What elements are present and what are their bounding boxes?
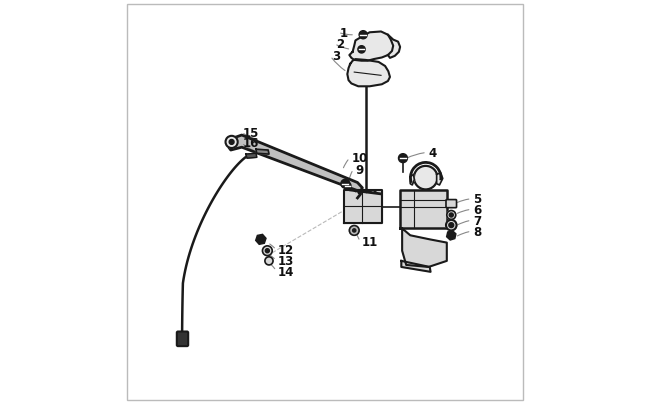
Polygon shape xyxy=(401,261,430,272)
Circle shape xyxy=(446,220,456,231)
Polygon shape xyxy=(349,32,393,62)
Polygon shape xyxy=(229,136,362,198)
Circle shape xyxy=(349,226,359,236)
Circle shape xyxy=(226,136,238,149)
Text: 14: 14 xyxy=(278,265,294,278)
Circle shape xyxy=(449,223,454,228)
Text: 15: 15 xyxy=(243,126,259,139)
Polygon shape xyxy=(388,36,400,59)
Text: 4: 4 xyxy=(428,147,437,160)
Circle shape xyxy=(341,180,350,189)
FancyBboxPatch shape xyxy=(446,200,456,208)
Text: 5: 5 xyxy=(473,193,482,206)
Polygon shape xyxy=(447,231,456,241)
Polygon shape xyxy=(344,190,382,224)
Text: 10: 10 xyxy=(352,152,368,165)
Text: 11: 11 xyxy=(361,236,378,249)
Circle shape xyxy=(359,32,367,40)
Polygon shape xyxy=(347,60,390,87)
Text: 8: 8 xyxy=(473,225,482,238)
Text: 16: 16 xyxy=(243,137,259,150)
Polygon shape xyxy=(246,154,257,159)
Text: 6: 6 xyxy=(473,203,482,216)
Text: 12: 12 xyxy=(278,244,294,257)
Text: 13: 13 xyxy=(278,254,294,267)
Polygon shape xyxy=(437,173,443,185)
Text: 9: 9 xyxy=(355,163,363,176)
Circle shape xyxy=(414,167,437,190)
Polygon shape xyxy=(255,235,266,245)
Circle shape xyxy=(344,183,351,190)
Polygon shape xyxy=(400,190,447,229)
Circle shape xyxy=(352,229,356,232)
Text: 7: 7 xyxy=(473,214,481,227)
Text: 3: 3 xyxy=(332,50,340,63)
Polygon shape xyxy=(410,175,414,185)
Circle shape xyxy=(265,249,269,253)
Text: 2: 2 xyxy=(336,38,344,51)
Circle shape xyxy=(449,213,453,217)
Text: 1: 1 xyxy=(339,27,348,40)
Circle shape xyxy=(229,140,234,145)
Circle shape xyxy=(398,154,408,163)
FancyBboxPatch shape xyxy=(177,332,188,346)
Circle shape xyxy=(358,47,365,54)
Circle shape xyxy=(263,246,272,256)
Polygon shape xyxy=(256,150,269,155)
Circle shape xyxy=(265,257,273,265)
Circle shape xyxy=(447,211,456,220)
Polygon shape xyxy=(402,229,447,267)
